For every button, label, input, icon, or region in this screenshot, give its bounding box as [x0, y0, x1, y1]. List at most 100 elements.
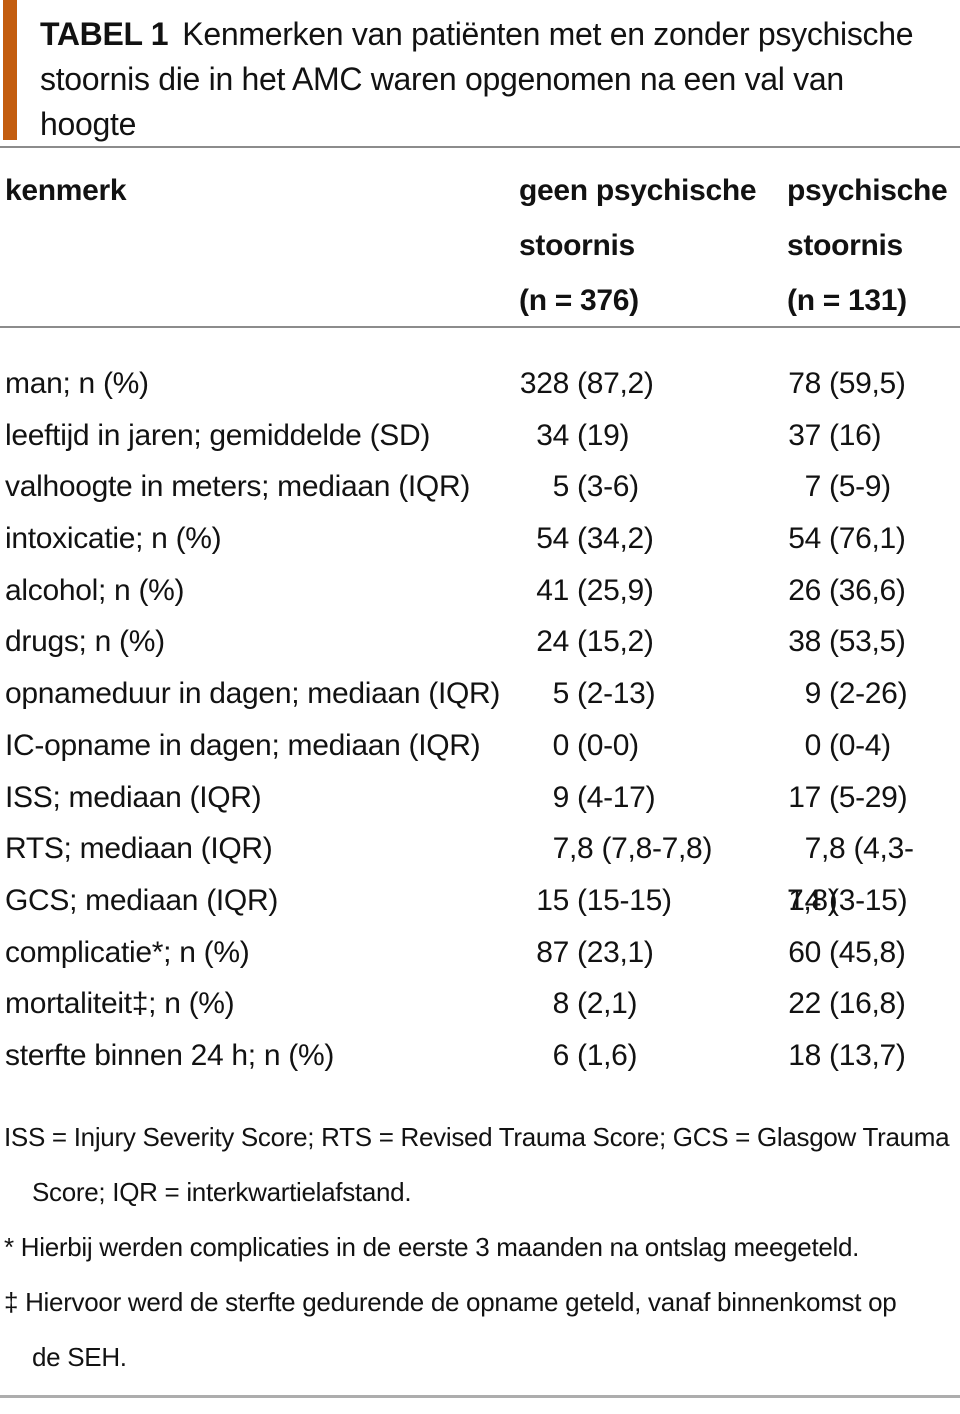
column-header: geen psychische stoornis (n = 376): [517, 163, 770, 328]
value-number: 24: [536, 625, 569, 659]
value-paren: (34,2): [569, 522, 654, 556]
row-label: complicatie*; n (%): [5, 935, 250, 969]
row-label: drugs; n (%): [5, 625, 165, 659]
row-label: man; n (%): [5, 367, 149, 400]
value-number: 87: [536, 935, 569, 969]
value-paren: (76,1): [821, 522, 906, 556]
value-paren: (59,5): [821, 367, 906, 400]
value-number: 5: [552, 470, 570, 504]
value-paren: (5-29): [821, 780, 908, 814]
value-number: 14: [788, 883, 821, 917]
value-number: 60: [788, 935, 821, 969]
footnote-line: ‡ Hiervoor werd de sterfte gedurende de …: [4, 1287, 897, 1317]
value-number: 7: [804, 832, 822, 866]
value-paren: (25,9): [569, 573, 654, 607]
value-number: 17: [788, 780, 821, 814]
cell-value: 8 (2,1): [517, 978, 770, 1030]
row-label: sterfte binnen 24 h; n (%): [5, 1038, 335, 1072]
value-paren: (19): [569, 418, 630, 452]
cell-value: 328 (87,2): [517, 358, 770, 410]
table-title: TABEL 1 Kenmerken van patiënten met en zo…: [40, 12, 940, 147]
value-paren: (15,2): [569, 625, 654, 659]
value-paren: (36,6): [821, 573, 906, 607]
cell-value: 34 (19): [517, 410, 770, 462]
row-label: valhoogte in meters; mediaan (IQR): [5, 470, 471, 504]
value-number: 15: [536, 883, 569, 917]
table-row: GCS; mediaan (IQR) 15 (15-15) 14 (3-15): [0, 875, 958, 927]
value-number: 9: [804, 677, 822, 711]
column-header-line: stoornis: [787, 229, 903, 262]
value-paren: (87,2): [569, 367, 654, 400]
cell-value: 22 (16,8): [770, 978, 960, 1030]
value-paren: (45,8): [821, 935, 906, 969]
value-number: 5: [552, 677, 570, 711]
cell-value: 0 (0-4): [770, 720, 960, 772]
value-paren: ,8 (7,8-7,8): [569, 832, 713, 866]
header-rule: [0, 326, 960, 328]
value-paren: (53,5): [821, 625, 906, 659]
table-row: mortaliteit‡; n (%) 8 (2,1) 22 (16,8): [0, 978, 958, 1030]
value-number: 9: [552, 780, 570, 814]
table-row: IC-opname in dagen; mediaan (IQR) 0 (0-0)…: [0, 720, 958, 772]
value-number: 0: [804, 728, 822, 762]
value-number: 7: [552, 832, 570, 866]
value-number: 18: [788, 1038, 821, 1072]
value-paren: (23,1): [569, 935, 654, 969]
cell-value: 17 (5-29): [770, 772, 960, 824]
cell-value: 15 (15-15): [517, 875, 770, 927]
table-row: leeftijd in jaren; gemiddelde (SD) 34 (19…: [0, 410, 958, 462]
table-title-text: Kenmerken van patiënten met en zonder ps…: [40, 16, 914, 142]
cell-value: 60 (45,8): [770, 927, 960, 979]
value-number: 7: [804, 470, 822, 504]
table-body: man; n (%) 328 (87,2) 7 8 (59,5) leeftijd in…: [0, 358, 958, 1082]
column-header-row: kenmerk geen psychische stoornis (n = 376) p…: [0, 163, 958, 328]
row-label: leeftijd in jaren; gemiddelde (SD): [5, 418, 431, 452]
table-row: drugs; n (%) 24 (15,2) 38 (53,5): [0, 616, 958, 668]
table-row: man; n (%) 328 (87,2) 78 (59,5): [0, 358, 958, 410]
cell-value: 26 (36,6): [770, 565, 960, 617]
value-number: 6: [552, 1038, 570, 1072]
column-header-line: (n = 131): [787, 284, 907, 317]
bottom-rule: [0, 1395, 960, 1398]
row-label: RTS; mediaan (IQR): [5, 832, 273, 866]
value-number: 37: [788, 418, 821, 452]
value-paren: ,8 (4,3-7,8): [787, 832, 914, 917]
cell-value: 24 (15,2): [517, 616, 770, 668]
footnote: ‡ Hiervoor werd de sterfte gedurende de …: [0, 1275, 958, 1385]
table-row: RTS; mediaan (IQR) 7,8 (7,8-7,8) 7,8 (4,3-…: [0, 823, 958, 917]
cell-value: 5 (3-6): [517, 461, 770, 513]
value-paren: (15-15): [569, 883, 672, 917]
column-header-line: stoornis: [519, 229, 635, 262]
row-label: opnameduur in dagen; mediaan (IQR): [5, 677, 501, 711]
row-label: IC-opname in dagen; mediaan (IQR): [5, 728, 481, 762]
value-paren: (3-15): [821, 883, 908, 917]
cell-value: 87 (23,1): [517, 927, 770, 979]
footnote-line: * Hierbij werden complicaties in de eers…: [4, 1232, 860, 1262]
cell-value: 9 (2-26): [770, 668, 960, 720]
cell-value: 54 (76,1): [770, 513, 960, 565]
value-number: 34: [536, 418, 569, 452]
value-paren: (0-4): [821, 728, 891, 762]
value-paren: (2-13): [569, 677, 656, 711]
table-row: sterfte binnen 24 h; n (%) 6 (1,6) 18 (13,…: [0, 1030, 958, 1082]
value-number: 328: [519, 367, 569, 400]
cell-value: 7,8 (7,8-7,8): [517, 823, 770, 926]
column-header: psychische stoornis (n = 131): [770, 163, 960, 328]
value-paren: (16,8): [821, 987, 906, 1021]
value-paren: (4-17): [569, 780, 656, 814]
value-number: 0: [552, 728, 570, 762]
table-row: intoxicatie; n (%) 54 (34,2) 54 (76,1): [0, 513, 958, 565]
value-number: 8: [552, 987, 570, 1021]
row-label: GCS; mediaan (IQR): [5, 883, 279, 917]
value-paren: (1,6): [569, 1038, 638, 1072]
footnote: * Hierbij werden complicaties in de eers…: [0, 1220, 958, 1275]
footnote-line: ISS = Injury Severity Score; RTS = Revis…: [4, 1122, 950, 1152]
row-label: mortaliteit‡; n (%): [5, 987, 235, 1021]
row-label: intoxicatie; n (%): [5, 522, 222, 556]
value-number: 41: [536, 573, 569, 607]
table-row: valhoogte in meters; mediaan (IQR) 5 (3-6…: [0, 461, 958, 513]
value-number: 22: [788, 987, 821, 1021]
column-header-line: kenmerk: [5, 174, 127, 207]
cell-value: 41 (25,9): [517, 565, 770, 617]
